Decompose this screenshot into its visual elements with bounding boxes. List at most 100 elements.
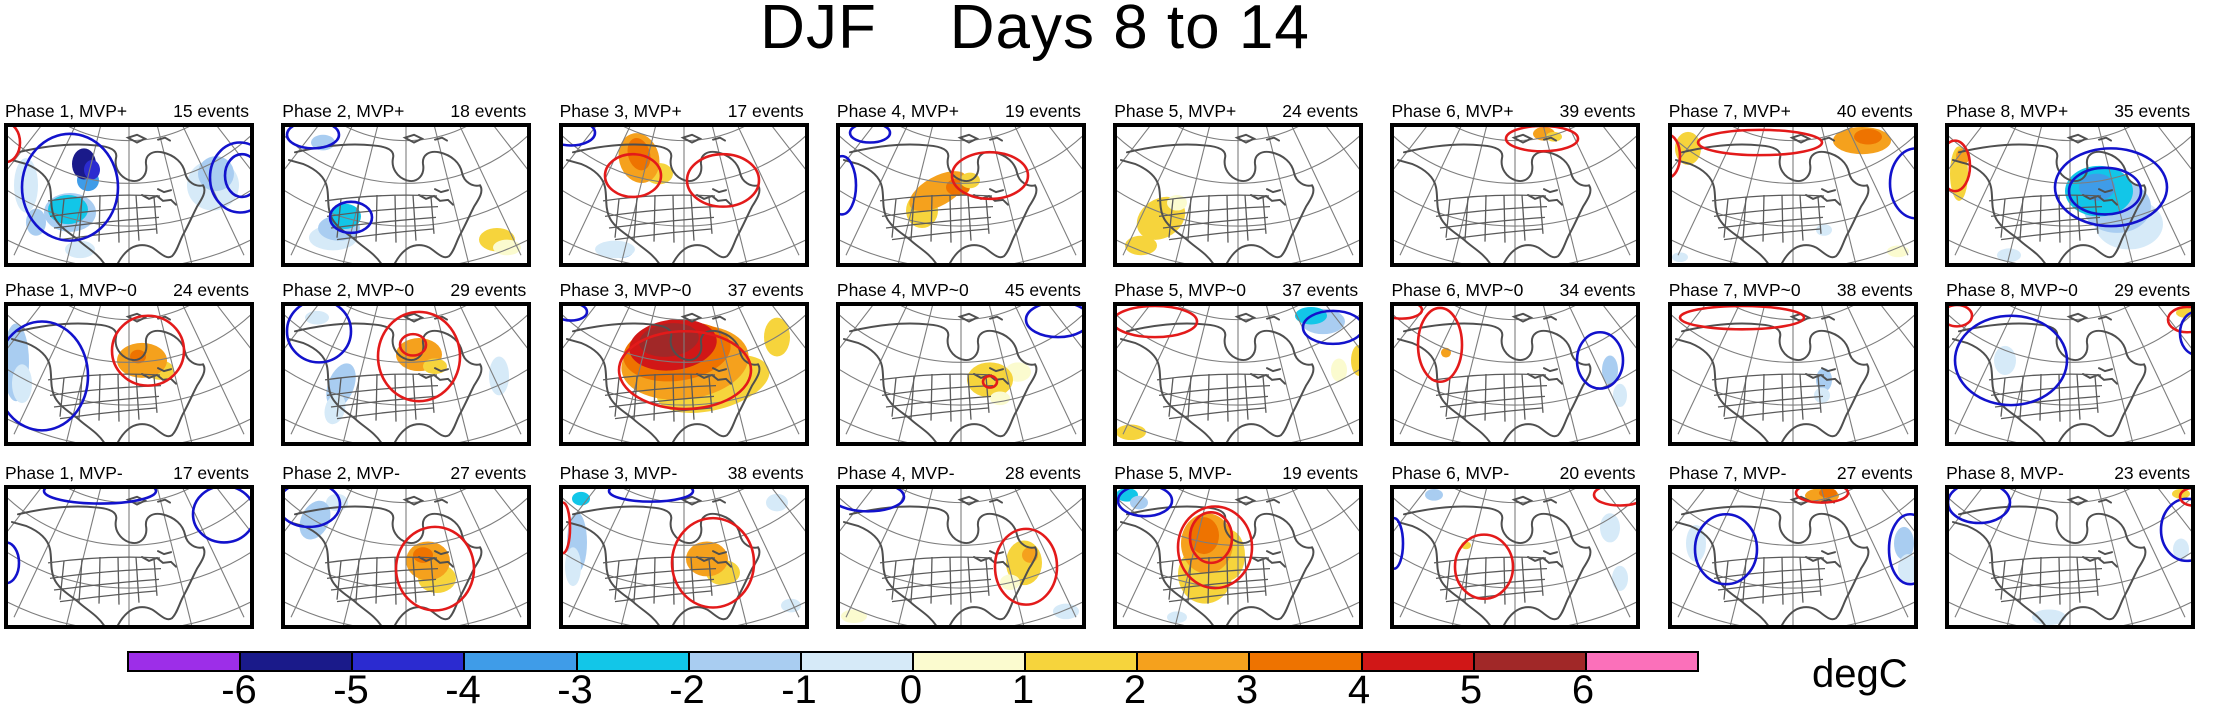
panel-header: Phase 4, MVP- 28 events <box>836 462 1086 485</box>
panel-label: Phase 8, MVP+ <box>1946 101 2069 121</box>
panel-header: Phase 1, MVP~0 24 events <box>4 279 254 302</box>
panel-label: Phase 2, MVP+ <box>282 101 405 121</box>
panel-events-count: 28 events <box>1005 463 1081 483</box>
colorbar-tick: 5 <box>1459 668 1483 708</box>
panel-header: Phase 4, MVP+ 19 events <box>836 100 1086 123</box>
panel-events-count: 27 events <box>450 463 527 483</box>
panel-events-count: 17 events <box>173 463 249 483</box>
colorbar-segment <box>353 653 466 670</box>
panel-label: Phase 5, MVP~0 <box>1114 280 1247 300</box>
map-plot <box>1945 302 2196 446</box>
map-plot <box>835 302 1086 446</box>
map-panel: Phase 5, MVP- 19 events <box>1113 462 1364 629</box>
panel-events-count: 29 events <box>450 280 527 300</box>
colorbar-segment <box>1474 653 1587 670</box>
colorbar-segment <box>1026 653 1139 670</box>
panel-events-count: 35 events <box>2114 101 2191 121</box>
panel-label: Phase 2, MVP~0 <box>282 280 415 300</box>
map-panel: Phase 4, MVP- 28 events <box>835 462 1086 629</box>
panel-events-count: 24 events <box>1282 101 1359 121</box>
panel-label: Phase 3, MVP~0 <box>559 280 692 300</box>
panel-header: Phase 1, MVP- 17 events <box>4 462 254 485</box>
map-panel: Phase 3, MVP~0 37 events <box>558 279 809 446</box>
map-plot <box>558 485 809 629</box>
row-mvp-plus: Phase 1, MVP+ 15 events Phase 2, MVP+ 18… <box>4 100 2196 267</box>
map-plot <box>1667 123 1918 267</box>
colorbar-segment <box>1250 653 1363 670</box>
panel-label: Phase 6, MVP~0 <box>1391 280 1524 300</box>
map-plot <box>1390 302 1641 446</box>
panel-header: Phase 7, MVP+ 40 events <box>1668 100 1918 123</box>
map-plot <box>1390 485 1641 629</box>
colorbar-tick-labels: -6 -5 -4 -3 -2 -1 0 1 2 3 4 5 6 <box>127 668 1695 708</box>
map-panel: Phase 6, MVP~0 34 events <box>1390 279 1641 446</box>
colorbar-segment <box>1138 653 1251 670</box>
map-panel: Phase 2, MVP- 27 events <box>281 462 532 629</box>
panel-events-count: 27 events <box>1836 463 1913 483</box>
map-panel: Phase 1, MVP~0 24 events <box>4 279 254 446</box>
colorbar-segment <box>801 653 914 670</box>
map-plot <box>1945 485 2196 629</box>
panel-label: Phase 6, MVP- <box>1391 463 1510 483</box>
panel-label: Phase 6, MVP+ <box>1391 101 1514 121</box>
colorbar-tick: -3 <box>557 668 593 708</box>
panel-label: Phase 1, MVP~0 <box>5 280 137 300</box>
panel-events-count: 37 events <box>1282 280 1359 300</box>
colorbar-tick: 3 <box>1235 668 1259 708</box>
figure-title: DJF Days 8 to 14 <box>760 0 1310 62</box>
panel-events-count: 15 events <box>173 101 249 121</box>
colorbar <box>127 651 1699 672</box>
panel-header: Phase 8, MVP- 23 events <box>1945 462 2195 485</box>
row-mvp-neutral: Phase 1, MVP~0 24 events Phase 2, MVP~0 … <box>4 279 2196 446</box>
panel-label: Phase 5, MVP+ <box>1114 101 1237 121</box>
panel-events-count: 39 events <box>1559 101 1636 121</box>
panel-header: Phase 6, MVP- 20 events <box>1390 462 1640 485</box>
colorbar-tick: -5 <box>333 668 369 708</box>
colorbar-tick: -4 <box>445 668 481 708</box>
panel-header: Phase 1, MVP+ 15 events <box>4 100 254 123</box>
map-panel: Phase 1, MVP- 17 events <box>4 462 254 629</box>
map-panel: Phase 5, MVP~0 37 events <box>1113 279 1364 446</box>
panel-events-count: 24 events <box>173 280 249 300</box>
panel-label: Phase 2, MVP- <box>282 463 400 483</box>
map-panel: Phase 4, MVP+ 19 events <box>835 100 1086 267</box>
colorbar-segment <box>129 653 242 670</box>
panel-events-count: 20 events <box>1559 463 1636 483</box>
panel-header: Phase 7, MVP- 27 events <box>1668 462 1918 485</box>
colorbar-tick: 6 <box>1571 668 1595 708</box>
panel-events-count: 37 events <box>727 280 804 300</box>
panel-events-count: 40 events <box>1836 101 1913 121</box>
colorbar-tick: 1 <box>1011 668 1035 708</box>
panel-header: Phase 3, MVP~0 37 events <box>559 279 809 302</box>
map-plot <box>1667 485 1918 629</box>
panel-header: Phase 5, MVP+ 24 events <box>1113 100 1363 123</box>
panel-header: Phase 3, MVP+ 17 events <box>559 100 809 123</box>
map-panel: Phase 2, MVP+ 18 events <box>281 100 532 267</box>
map-panel: Phase 7, MVP+ 40 events <box>1667 100 1918 267</box>
panel-header: Phase 5, MVP- 19 events <box>1113 462 1363 485</box>
panel-label: Phase 8, MVP- <box>1946 463 2064 483</box>
panel-label: Phase 1, MVP+ <box>5 101 128 121</box>
panel-label: Phase 8, MVP~0 <box>1946 280 2078 300</box>
colorbar-tick: 2 <box>1123 668 1147 708</box>
colorbar-segment <box>1362 653 1475 670</box>
map-plot <box>835 123 1086 267</box>
panel-events-count: 17 events <box>727 101 804 121</box>
colorbar-unit-label: degC <box>1812 652 1908 696</box>
panel-events-count: 19 events <box>1282 463 1359 483</box>
panel-events-count: 29 events <box>2114 280 2191 300</box>
panel-header: Phase 8, MVP~0 29 events <box>1945 279 2195 302</box>
panel-header: Phase 2, MVP~0 29 events <box>281 279 531 302</box>
map-plot <box>281 123 532 267</box>
map-plot <box>281 485 532 629</box>
panel-header: Phase 6, MVP+ 39 events <box>1390 100 1640 123</box>
panel-events-count: 19 events <box>1005 101 1081 121</box>
map-panel: Phase 8, MVP~0 29 events <box>1945 279 2196 446</box>
panel-label: Phase 1, MVP- <box>5 463 123 483</box>
colorbar-tick: -1 <box>781 668 817 708</box>
panel-header: Phase 6, MVP~0 34 events <box>1390 279 1640 302</box>
panel-events-count: 38 events <box>727 463 804 483</box>
map-panel: Phase 3, MVP- 38 events <box>558 462 809 629</box>
panel-label: Phase 3, MVP+ <box>559 101 682 121</box>
